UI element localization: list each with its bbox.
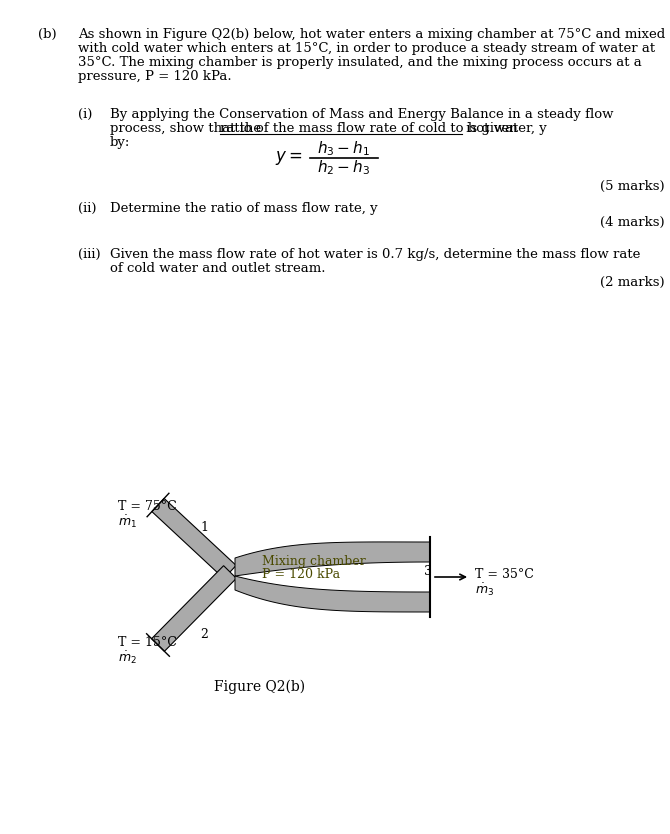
- Text: As shown in Figure Q2(b) below, hot water enters a mixing chamber at 75°C and mi: As shown in Figure Q2(b) below, hot wate…: [78, 28, 665, 41]
- Text: (2 marks): (2 marks): [600, 276, 665, 289]
- Text: Mixing chamber: Mixing chamber: [262, 555, 366, 568]
- Text: Figure Q2(b): Figure Q2(b): [214, 680, 306, 695]
- Text: T = 75°C: T = 75°C: [118, 500, 177, 513]
- Text: pressure, P = 120 kPa.: pressure, P = 120 kPa.: [78, 70, 232, 83]
- Text: $\dot{m}_1$: $\dot{m}_1$: [118, 513, 137, 530]
- Text: T = 35°C: T = 35°C: [475, 568, 534, 581]
- Text: of cold water and outlet stream.: of cold water and outlet stream.: [110, 262, 326, 275]
- Text: (i): (i): [78, 108, 92, 121]
- Polygon shape: [235, 576, 430, 612]
- Text: with cold water which enters at 15°C, in order to produce a steady stream of wat: with cold water which enters at 15°C, in…: [78, 42, 655, 55]
- Text: by:: by:: [110, 136, 131, 149]
- Text: $y = $: $y = $: [275, 149, 303, 167]
- Text: $\dot{m}_2$: $\dot{m}_2$: [118, 649, 137, 666]
- Text: 1: 1: [200, 521, 208, 534]
- Text: (5 marks): (5 marks): [600, 180, 665, 193]
- Text: is given: is given: [462, 122, 518, 135]
- Text: (ii): (ii): [78, 202, 96, 215]
- Text: P = 120 kPa: P = 120 kPa: [262, 568, 340, 581]
- Text: (b): (b): [38, 28, 57, 41]
- Text: Determine the ratio of mass flow rate, y: Determine the ratio of mass flow rate, y: [110, 202, 378, 215]
- Text: process, show that the: process, show that the: [110, 122, 265, 135]
- Text: 35°C. The mixing chamber is properly insulated, and the mixing process occurs at: 35°C. The mixing chamber is properly ins…: [78, 56, 642, 69]
- Text: T = 15°C: T = 15°C: [118, 636, 177, 649]
- Text: $h_2 - h_3$: $h_2 - h_3$: [318, 158, 371, 178]
- Polygon shape: [235, 542, 430, 576]
- Text: Given the mass flow rate of hot water is 0.7 kg/s, determine the mass flow rate: Given the mass flow rate of hot water is…: [110, 248, 641, 261]
- Text: $h_3 - h_1$: $h_3 - h_1$: [318, 139, 371, 158]
- Text: 3: 3: [424, 565, 432, 578]
- Polygon shape: [151, 565, 237, 651]
- Text: 2: 2: [200, 628, 208, 641]
- Text: By applying the Conservation of Mass and Energy Balance in a steady flow: By applying the Conservation of Mass and…: [110, 108, 614, 121]
- Text: (4 marks): (4 marks): [600, 216, 665, 229]
- Polygon shape: [152, 499, 236, 579]
- Text: ratio of the mass flow rate of cold to hot water, y: ratio of the mass flow rate of cold to h…: [220, 122, 547, 135]
- Text: $\dot{m}_3$: $\dot{m}_3$: [475, 581, 494, 598]
- Text: (iii): (iii): [78, 248, 100, 261]
